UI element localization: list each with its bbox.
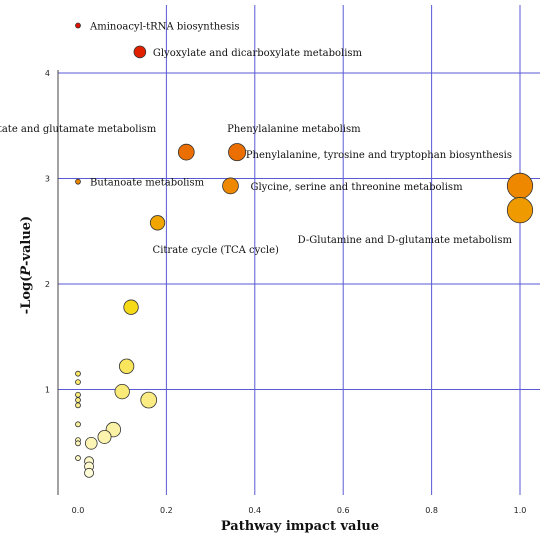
point-label: Phenylalanine metabolism: [227, 124, 361, 135]
data-point-23: [84, 437, 98, 450]
axis-ticks: 0.0 0.2 0.4 0.6 0.8 1.0 1 2 3 4: [45, 69, 526, 515]
point-label: Citrate cycle (TCA cycle): [153, 245, 279, 256]
y-tick-label: 1: [45, 386, 50, 395]
point-labels: Aminoacyl-tRNA biosynthesis Glyoxylate an…: [0, 22, 513, 256]
data-point-5: [222, 177, 239, 195]
point-label: Alanine, aspartate and glutamate metabol…: [0, 124, 157, 135]
x-axis-title: Pathway impact value: [221, 519, 379, 534]
x-tick-label: 0.6: [337, 506, 350, 515]
x-tick-label: 1.0: [514, 506, 527, 515]
data-points: [75, 22, 534, 478]
x-tick-label: 0.0: [72, 506, 85, 515]
data-point-8: [149, 215, 166, 231]
data-point-2: [177, 143, 195, 161]
point-label: D-Glutamine and D-glutamate metabolism: [298, 235, 513, 246]
data-point-11: [75, 370, 81, 377]
point-label: Aminoacyl-tRNA biosynthesis: [89, 22, 240, 33]
data-point-14: [75, 391, 81, 398]
x-tick-label: 0.2: [160, 506, 173, 515]
point-label: Phenylalanine, tyrosine and tryptophan b…: [246, 150, 512, 161]
x-tick-label: 0.8: [425, 506, 438, 515]
data-point-27: [84, 467, 94, 478]
data-point-10: [118, 358, 135, 374]
data-point-16: [75, 402, 81, 409]
data-point-6: [506, 172, 534, 199]
data-point-9: [123, 299, 139, 315]
grid-lines: [57, 5, 540, 495]
data-point-0: [75, 22, 81, 29]
data-point-24: [75, 455, 81, 461]
y-tick-label: 4: [45, 69, 50, 78]
x-tick-label: 0.4: [248, 506, 261, 515]
data-point-12: [75, 379, 81, 386]
point-label: Glyoxylate and dicarboxylate metabolism: [153, 48, 363, 59]
data-point-20: [97, 429, 112, 444]
data-point-7: [506, 197, 534, 224]
point-label: Butanoate metabolism: [90, 178, 205, 189]
data-point-18: [75, 421, 81, 428]
data-point-4: [75, 178, 81, 185]
data-point-17: [140, 391, 158, 409]
data-point-1: [133, 45, 147, 59]
y-axis-title: -Log(P-value): [19, 216, 34, 314]
data-point-13: [114, 383, 130, 400]
y-tick-label: 3: [45, 175, 50, 184]
data-point-15: [75, 397, 81, 403]
data-point-3: [228, 143, 247, 162]
data-point-22: [75, 440, 81, 447]
y-tick-label: 2: [45, 280, 50, 289]
point-label: Glycine, serine and threonine metabolism: [250, 182, 463, 193]
